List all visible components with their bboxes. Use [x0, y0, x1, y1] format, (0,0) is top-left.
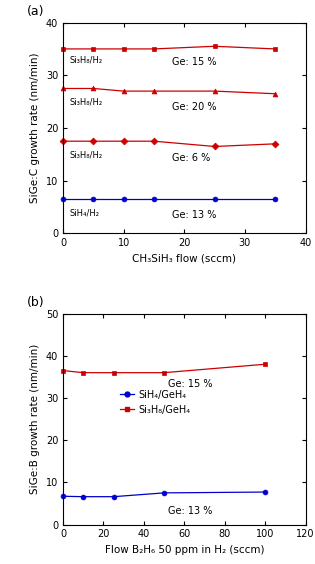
Text: Si₃H₈/H₂: Si₃H₈/H₂	[69, 150, 102, 159]
Text: Ge: 15 %: Ge: 15 %	[172, 57, 217, 67]
Text: Ge: 6 %: Ge: 6 %	[172, 153, 210, 164]
Text: Ge: 20 %: Ge: 20 %	[172, 102, 217, 112]
Text: Ge: 13 %: Ge: 13 %	[168, 505, 213, 515]
X-axis label: Flow B₂H₆ 50 ppm in H₂ (sccm): Flow B₂H₆ 50 ppm in H₂ (sccm)	[105, 545, 264, 555]
Text: Ge: 15 %: Ge: 15 %	[168, 379, 213, 389]
Text: Si₃H₈/H₂: Si₃H₈/H₂	[69, 98, 102, 107]
Text: (a): (a)	[26, 5, 44, 19]
Text: Si₃H₈/H₂: Si₃H₈/H₂	[69, 55, 102, 64]
Y-axis label: SiGe:C growth rate (nm/min): SiGe:C growth rate (nm/min)	[30, 53, 40, 203]
Legend: SiH₄/GeH₄, Si₃H₈/GeH₄: SiH₄/GeH₄, Si₃H₈/GeH₄	[116, 386, 194, 418]
Text: (b): (b)	[26, 297, 44, 310]
X-axis label: CH₃SiH₃ flow (sccm): CH₃SiH₃ flow (sccm)	[132, 254, 236, 264]
Text: SiH₄/H₂: SiH₄/H₂	[69, 208, 99, 217]
Y-axis label: SiGe:B growth rate (nm/min): SiGe:B growth rate (nm/min)	[30, 344, 40, 494]
Text: Ge: 13 %: Ge: 13 %	[172, 210, 216, 220]
